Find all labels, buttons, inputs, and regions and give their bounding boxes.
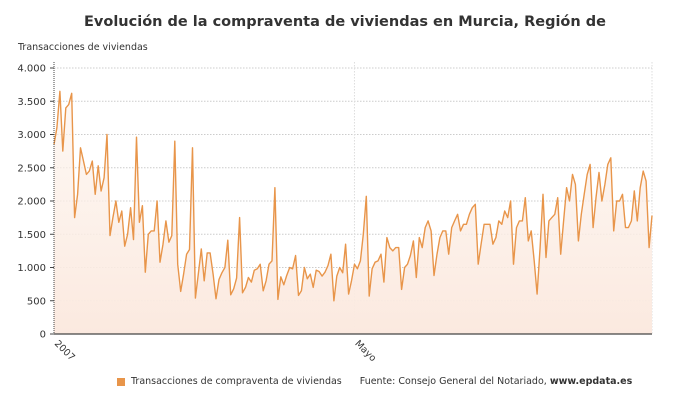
x-tick-label: Mayo <box>352 338 378 364</box>
y-tick-label: 1.500 <box>17 230 46 241</box>
source-note: Fuente: Consejo General del Notariado, w… <box>360 376 633 387</box>
legend-swatch <box>117 377 125 386</box>
series-line <box>53 90 653 302</box>
source-link[interactable]: www.epdata.es <box>549 376 633 387</box>
y-tick-label: 2.500 <box>17 163 46 174</box>
y-tick-label: 3.500 <box>17 97 46 108</box>
y-tick-label: 1.000 <box>17 263 46 274</box>
y-tick-label: 2.000 <box>17 197 46 208</box>
source-label: Fuente: Consejo General del Notariado, <box>359 376 550 387</box>
legend: Transacciones de compraventa de vivienda… <box>117 376 632 387</box>
y-tick-label: 500 <box>27 296 46 307</box>
area-fill <box>54 91 652 334</box>
y-tick-label: 4.000 <box>17 64 46 75</box>
legend-label: Transacciones de compraventa de vivienda… <box>131 376 342 387</box>
y-tick-label: 3.000 <box>17 130 46 141</box>
chart-title: Evolución de la compraventa de viviendas… <box>84 14 606 30</box>
x-tick-label: 2007 <box>52 338 77 363</box>
y-axis-label: Transacciones de viviendas <box>17 42 148 53</box>
y-tick-label: 0 <box>40 330 46 341</box>
